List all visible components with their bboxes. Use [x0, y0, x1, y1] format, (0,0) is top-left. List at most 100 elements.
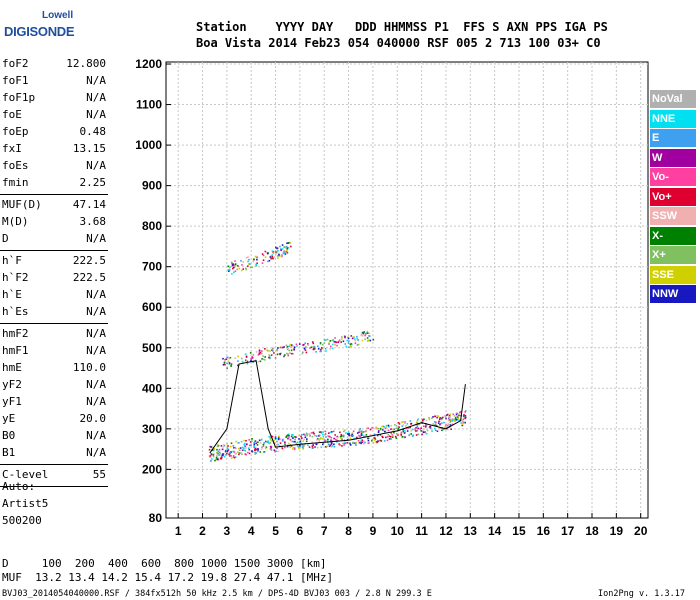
echo-point [438, 420, 440, 423]
echo-point [388, 435, 391, 438]
echo-point [296, 445, 299, 447]
echo-point [280, 249, 282, 251]
echo-point [267, 440, 270, 442]
echo-point [443, 421, 445, 424]
param-row: fxI 13.15 [2, 141, 106, 158]
echo-point [463, 414, 465, 416]
echo-point [339, 444, 341, 446]
echo-point [240, 269, 243, 272]
echo-point [260, 352, 263, 355]
echo-point [358, 434, 360, 437]
legend-item-e: E [650, 129, 696, 147]
echo-point [404, 421, 406, 423]
echo-point [262, 451, 265, 453]
param-row: h`E N/A [2, 287, 106, 304]
echo-point [362, 443, 365, 445]
echo-point [333, 443, 335, 446]
echo-point [306, 438, 308, 440]
echo-point [352, 430, 355, 433]
param-label: foEp [2, 125, 29, 138]
echo-point [230, 451, 232, 453]
echo-point [360, 333, 363, 336]
x-tick-label: 20 [634, 524, 648, 538]
echo-point [349, 346, 351, 348]
echo-point [306, 433, 308, 436]
y-tick-label: 900 [142, 179, 162, 193]
echo-point [304, 436, 307, 439]
echo-point [451, 418, 454, 421]
echo-point [210, 453, 213, 455]
y-tick-label: 1100 [136, 98, 162, 112]
echo-point [216, 452, 219, 455]
echo-point [277, 437, 280, 440]
echo-point [307, 344, 309, 346]
echo-point [464, 416, 467, 419]
echo-point [230, 365, 232, 367]
echo-point [400, 433, 403, 436]
echo-point [286, 247, 289, 250]
param-label: M(D) [2, 215, 29, 228]
echo-point [336, 441, 338, 443]
echo-point [287, 442, 290, 445]
echo-point [217, 450, 220, 453]
echo-point [301, 351, 304, 354]
echo-point [243, 439, 245, 442]
echo-point [212, 449, 215, 452]
echo-point [312, 431, 315, 434]
echo-point [208, 448, 211, 451]
echo-point [234, 357, 237, 359]
echo-point [403, 432, 406, 434]
echo-point [289, 446, 291, 448]
param-row: foF1p N/A [2, 90, 106, 107]
x-tick-label: 15 [512, 524, 526, 538]
echo-point [350, 335, 353, 337]
echo-point [284, 441, 286, 444]
y-tick-label: 200 [142, 462, 162, 476]
echo-point [339, 435, 342, 438]
legend-item-x: X+ [650, 246, 696, 264]
echo-point [352, 441, 354, 444]
echo-point [390, 424, 392, 427]
echo-point [228, 453, 230, 456]
y-tick-label: 1000 [135, 138, 162, 152]
echo-point [258, 349, 261, 352]
echo-point [289, 242, 292, 244]
logo-lowell-text: Lowell [42, 10, 74, 21]
echo-point [400, 431, 403, 434]
echo-point [233, 451, 236, 453]
echo-point [426, 429, 429, 432]
echo-point [270, 446, 272, 449]
echo-point [382, 429, 384, 432]
echo-point [311, 432, 313, 434]
echo-point [461, 423, 464, 426]
echo-point [414, 428, 417, 430]
echo-point [377, 431, 380, 434]
echo-point [393, 431, 395, 434]
echo-point [409, 426, 412, 429]
echo-point [242, 268, 245, 270]
echo-point [451, 418, 454, 420]
echo-point [363, 435, 365, 438]
echo-point [245, 356, 248, 358]
echo-point [330, 439, 332, 442]
echo-point [464, 411, 466, 413]
echo-point [273, 256, 276, 258]
echo-point [331, 347, 334, 350]
echo-point [291, 440, 294, 443]
echo-point [296, 441, 299, 444]
echo-point [318, 440, 321, 443]
echo-point [416, 419, 419, 422]
echo-point [232, 456, 235, 458]
echo-point [280, 254, 283, 257]
echo-point [279, 442, 282, 444]
echo-point [387, 424, 390, 427]
param-row: yE 20.0 [2, 411, 106, 428]
y-tick-label: 800 [142, 219, 162, 233]
echo-point [255, 264, 258, 267]
param-value: 20.0 [79, 412, 107, 425]
echo-point [319, 342, 322, 345]
echo-point [334, 337, 336, 339]
echo-point [356, 344, 359, 346]
echo-point [214, 459, 216, 462]
echo-point [344, 335, 346, 338]
